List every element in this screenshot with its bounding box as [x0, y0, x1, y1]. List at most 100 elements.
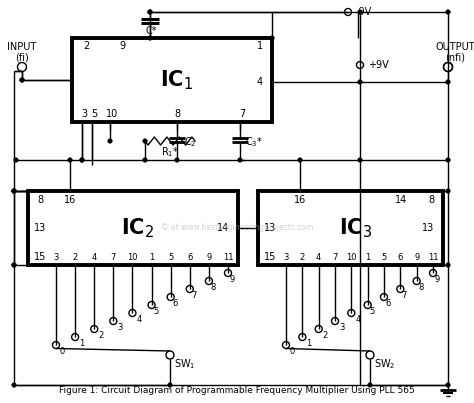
Circle shape — [446, 80, 450, 84]
Text: 11: 11 — [428, 253, 438, 262]
Circle shape — [80, 158, 84, 162]
Text: 4: 4 — [316, 253, 321, 262]
Circle shape — [68, 158, 72, 162]
Text: +9V: +9V — [368, 60, 389, 70]
Circle shape — [446, 263, 450, 267]
Text: 5: 5 — [369, 307, 374, 316]
Circle shape — [148, 10, 152, 14]
Text: 8: 8 — [37, 195, 43, 205]
Text: 3: 3 — [118, 322, 123, 332]
Text: 5: 5 — [153, 307, 158, 316]
Text: SW$_1$: SW$_1$ — [174, 357, 196, 371]
Circle shape — [358, 80, 362, 84]
Text: IC$_2$: IC$_2$ — [121, 216, 155, 240]
Text: 0: 0 — [60, 347, 65, 355]
Circle shape — [12, 189, 16, 193]
Text: 1: 1 — [149, 253, 154, 262]
Text: (nfi): (nfi) — [445, 52, 465, 62]
Text: C$_2$: C$_2$ — [184, 135, 196, 149]
Text: 9: 9 — [119, 41, 125, 51]
Circle shape — [368, 383, 372, 387]
Text: 0: 0 — [290, 347, 295, 355]
Text: (fi): (fi) — [15, 52, 29, 62]
Text: 8: 8 — [174, 109, 180, 119]
Circle shape — [175, 158, 179, 162]
Text: 9: 9 — [414, 253, 419, 262]
Text: 9: 9 — [434, 274, 439, 283]
Circle shape — [14, 158, 18, 162]
Text: 1: 1 — [306, 339, 311, 347]
Bar — [72, 38, 272, 122]
Circle shape — [12, 189, 16, 193]
Text: 5: 5 — [382, 253, 387, 262]
Text: 1: 1 — [257, 41, 263, 51]
Text: 7: 7 — [401, 291, 407, 299]
Text: 5: 5 — [91, 109, 97, 119]
Text: 15: 15 — [264, 252, 276, 262]
Text: 3: 3 — [81, 109, 87, 119]
Text: 13: 13 — [422, 223, 434, 233]
Circle shape — [143, 139, 147, 143]
Circle shape — [12, 383, 16, 387]
Circle shape — [358, 10, 362, 14]
Circle shape — [446, 383, 450, 387]
Text: 6: 6 — [172, 299, 177, 307]
Text: 2: 2 — [323, 330, 328, 339]
Text: -9V: -9V — [356, 7, 372, 17]
Text: SW$_2$: SW$_2$ — [374, 357, 395, 371]
Text: 9: 9 — [206, 253, 211, 262]
Circle shape — [148, 36, 152, 40]
Text: 2: 2 — [83, 41, 89, 51]
Text: 3: 3 — [339, 322, 345, 332]
Text: 3: 3 — [283, 253, 289, 262]
Text: 10: 10 — [106, 109, 118, 119]
Text: 15: 15 — [34, 252, 46, 262]
Text: C$_3$*: C$_3$* — [245, 135, 263, 149]
Circle shape — [143, 158, 147, 162]
Text: 8: 8 — [428, 195, 434, 205]
Text: OUTPUT: OUTPUT — [435, 42, 474, 52]
Bar — [28, 191, 238, 265]
Text: 11: 11 — [223, 253, 233, 262]
Text: 13: 13 — [34, 223, 46, 233]
Text: 7: 7 — [110, 253, 116, 262]
Text: 4: 4 — [257, 77, 263, 87]
Text: 16: 16 — [64, 195, 76, 205]
Circle shape — [446, 158, 450, 162]
Circle shape — [80, 158, 84, 162]
Circle shape — [148, 10, 152, 14]
Text: 7: 7 — [332, 253, 337, 262]
Circle shape — [12, 263, 16, 267]
Text: 1: 1 — [79, 339, 84, 347]
Text: IC$_3$: IC$_3$ — [339, 216, 372, 240]
Text: IC$_1$: IC$_1$ — [160, 68, 193, 92]
Circle shape — [270, 36, 274, 40]
Text: 9: 9 — [229, 274, 235, 283]
Circle shape — [108, 139, 112, 143]
Text: © at www.bestengineeringprojects.com: © at www.bestengineeringprojects.com — [161, 224, 313, 233]
Text: 6: 6 — [398, 253, 403, 262]
Text: 7: 7 — [191, 291, 196, 299]
Text: 14: 14 — [217, 223, 229, 233]
Text: 8: 8 — [418, 283, 423, 291]
Text: 4: 4 — [137, 314, 142, 324]
Circle shape — [238, 158, 242, 162]
Text: 6: 6 — [187, 253, 192, 262]
Text: 16: 16 — [294, 195, 306, 205]
Text: 8: 8 — [210, 283, 216, 291]
Text: 10: 10 — [346, 253, 356, 262]
Text: 5: 5 — [168, 253, 173, 262]
Circle shape — [298, 158, 302, 162]
Text: 14: 14 — [395, 195, 407, 205]
Text: Figure 1: Circuit Diagram of Programmable Frequency Multiplier Using PLL 565: Figure 1: Circuit Diagram of Programmabl… — [59, 386, 415, 395]
Bar — [258, 191, 443, 265]
Text: 4: 4 — [356, 314, 361, 324]
Text: 13: 13 — [264, 223, 276, 233]
Text: 6: 6 — [385, 299, 391, 307]
Text: C*: C* — [145, 26, 157, 36]
Circle shape — [446, 189, 450, 193]
Text: 2: 2 — [300, 253, 305, 262]
Circle shape — [168, 383, 172, 387]
Circle shape — [446, 10, 450, 14]
Circle shape — [20, 78, 24, 82]
